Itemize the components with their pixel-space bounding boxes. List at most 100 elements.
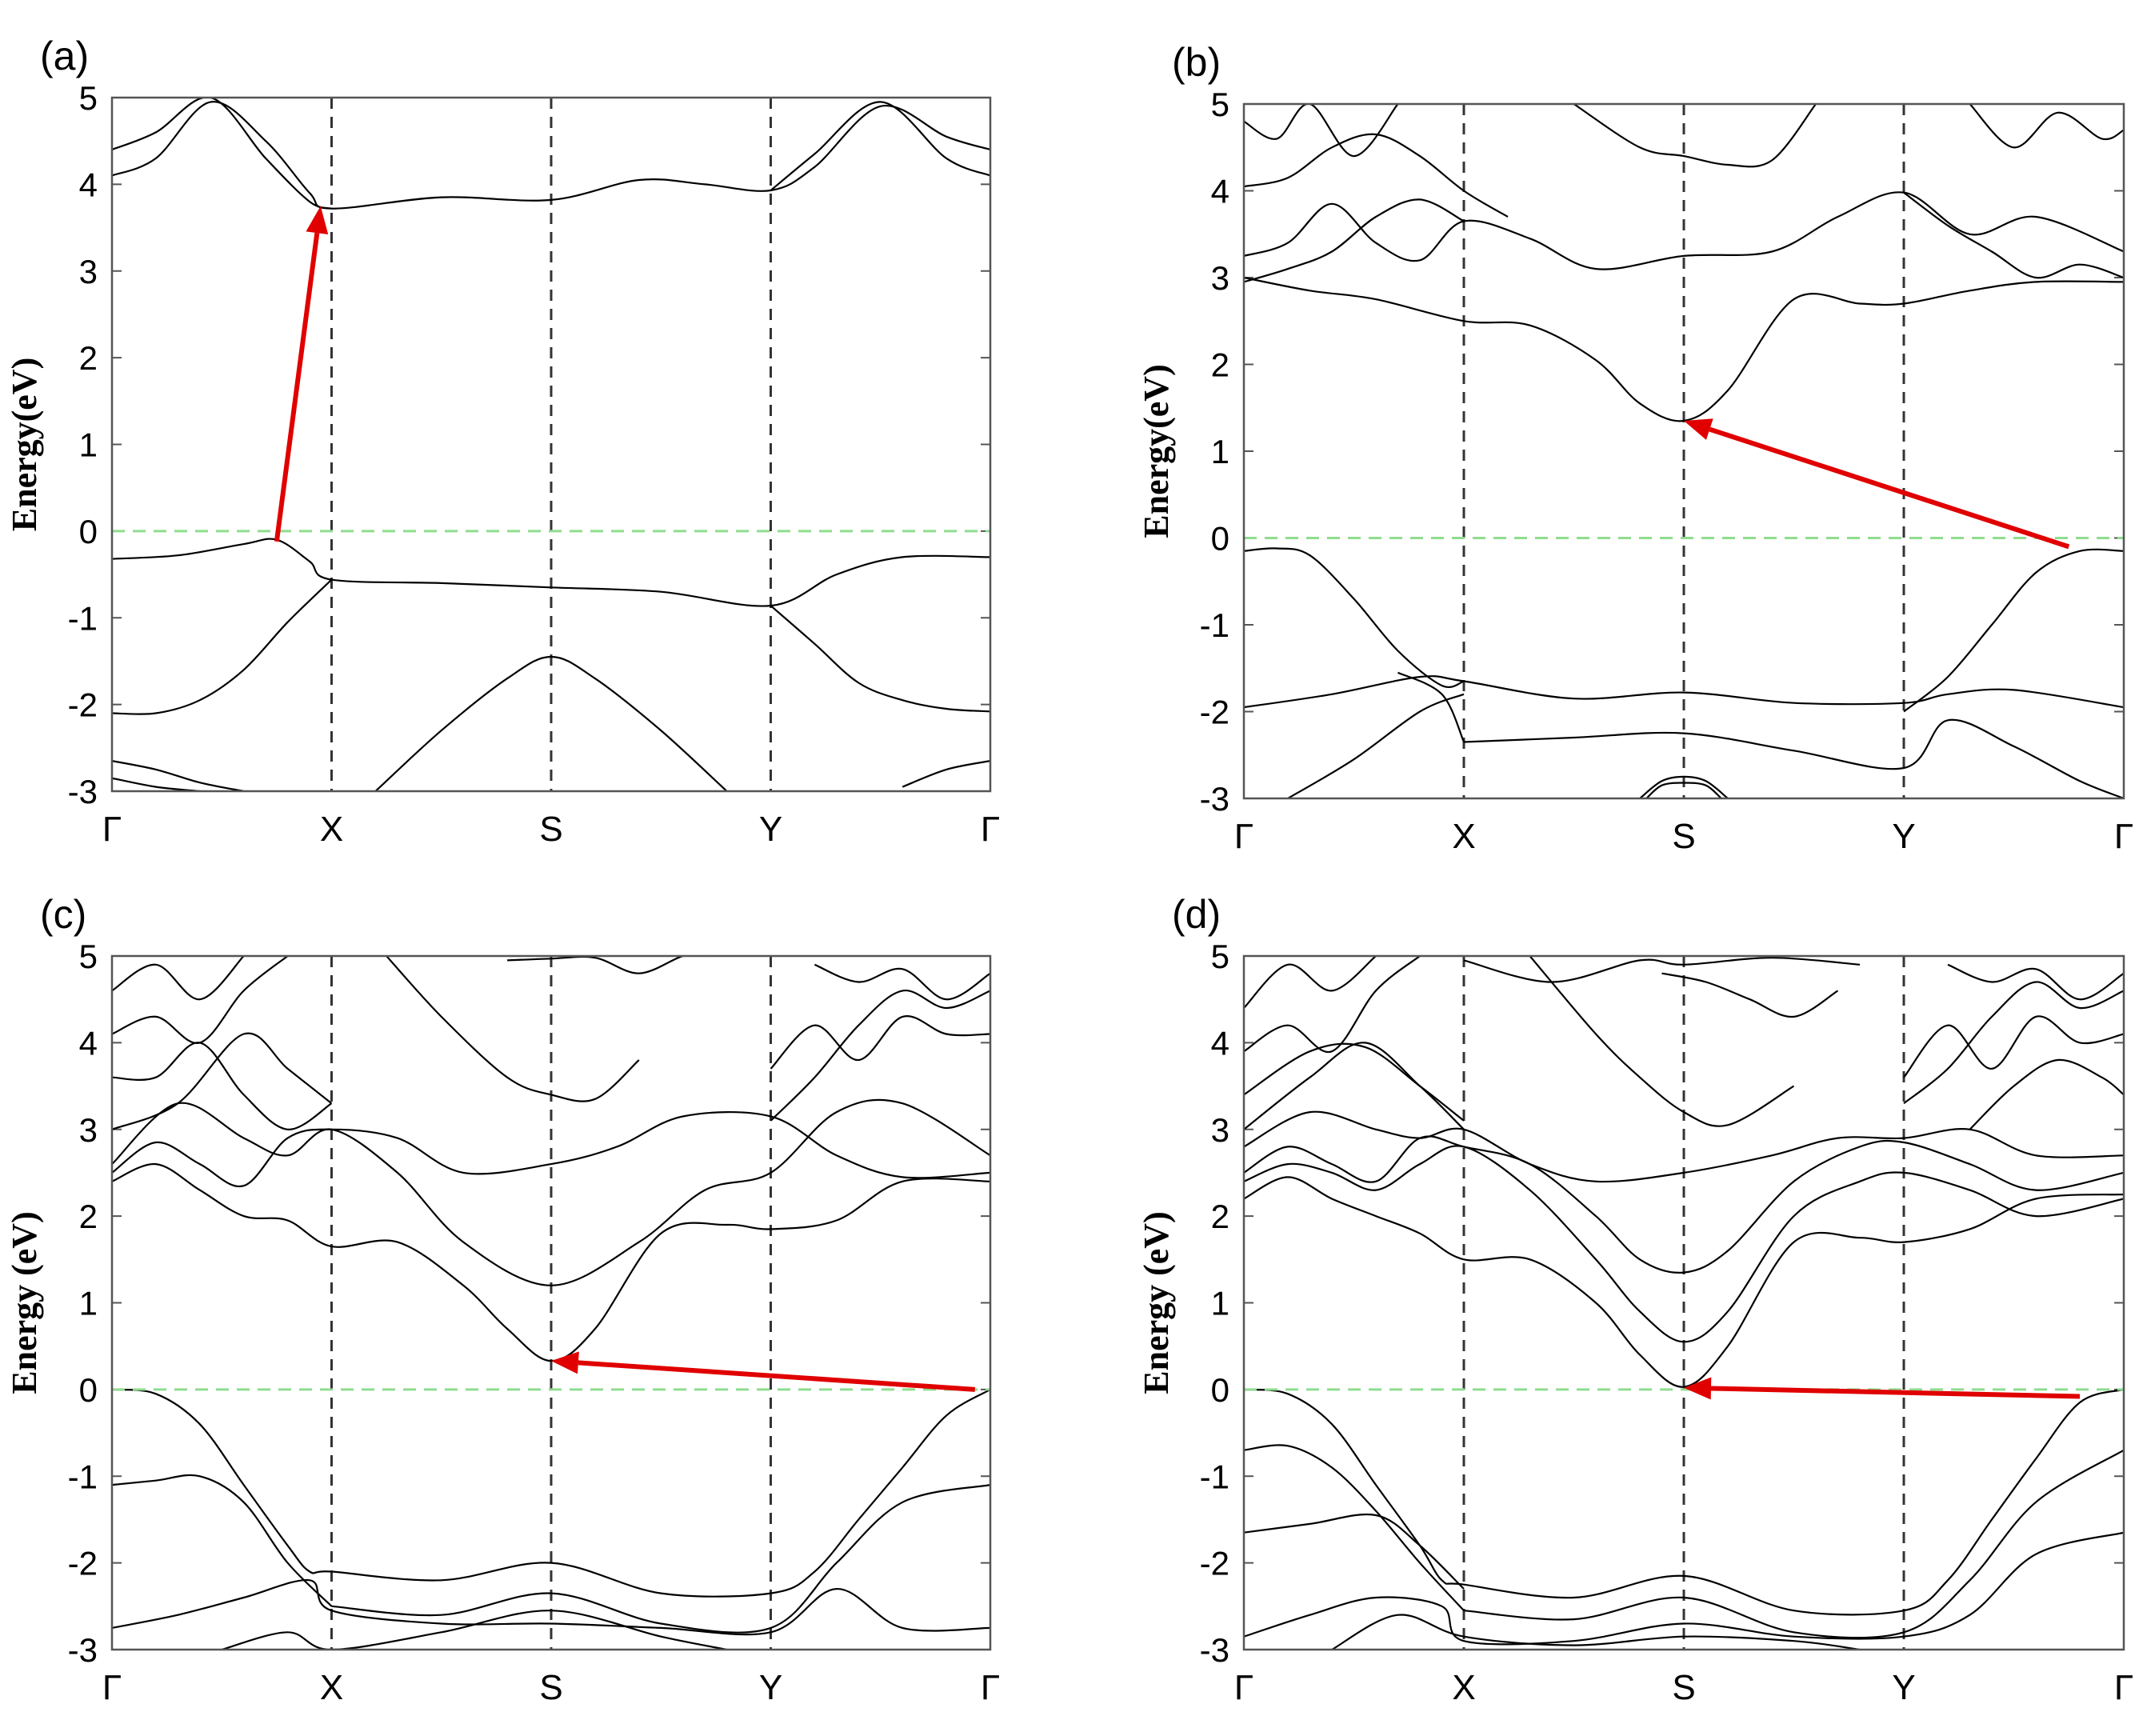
y-tick-label: -3: [68, 773, 98, 810]
k-point-label: X: [1452, 1668, 1475, 1707]
k-point-label: Y: [759, 810, 782, 849]
band-line-vb7: [902, 760, 990, 788]
y-tick-label: -1: [68, 599, 98, 637]
band-line-cb6: [1244, 1042, 1465, 1122]
y-tick-label: -1: [1200, 606, 1229, 644]
band-line-cb2: [1244, 191, 2124, 270]
k-point-label: X: [320, 810, 343, 849]
y-tick-label: 5: [1211, 86, 1229, 123]
transition-arrow-head: [551, 1351, 579, 1374]
y-tick-label: -2: [1200, 694, 1229, 731]
band-line-vb4b: [1397, 671, 1465, 742]
band-line-cb10: [1661, 972, 1839, 1018]
band-line-vb2: [112, 1474, 333, 1607]
bands: [112, 98, 990, 791]
band-line-cb4: [112, 1032, 333, 1130]
k-point-label: Y: [1892, 1668, 1915, 1707]
band-line-cb8: [386, 956, 640, 1102]
band-line-cb11: [1463, 957, 1861, 983]
band-line-vb5: [222, 1610, 727, 1650]
y-tick-label: 2: [79, 339, 98, 377]
band-line-vb1: [1244, 1388, 2124, 1616]
y-tick-label: 0: [79, 1371, 98, 1409]
y-axis-label: Energy (eV): [5, 1211, 44, 1394]
band-line-cb6: [1244, 104, 1399, 158]
band-line-cb12: [814, 963, 990, 1001]
y-tick-label: -3: [68, 1631, 98, 1669]
band-line-cb1: [1244, 1176, 2124, 1388]
panel-c: (c) Energy (eV) -3 -2 -1 0 1 2 3 4 5 Γ X S Y Γ: [5, 892, 1000, 1707]
y-axis-label: Energy(eV): [1137, 364, 1176, 538]
y-tick-label: 4: [1211, 1024, 1229, 1062]
transition-arrow: [274, 232, 320, 542]
band-line-cb3: [1244, 198, 1465, 283]
band-line-vb3: [1244, 1513, 1465, 1590]
band-line-cb7: [1244, 956, 1421, 1054]
band-line-cb13: [1903, 981, 2124, 1105]
band-line-vb6: [1331, 1614, 1861, 1650]
band-line-cb9: [507, 956, 706, 974]
band-line-cb1: [1244, 276, 2124, 422]
band-line-cb7: [1903, 191, 2124, 279]
band-line-vb3: [1463, 718, 2124, 798]
transition-arrow-head: [1684, 1377, 1712, 1400]
band-line-vb5: [112, 760, 244, 791]
y-tick-label: 5: [79, 79, 98, 117]
plot-frame: [1242, 954, 2125, 1651]
band-line-cb11: [770, 990, 990, 1122]
panel-label: (a): [40, 34, 89, 78]
plot-frame: [1242, 102, 2125, 800]
band-line-cb3: [112, 1098, 990, 1286]
band-line-vb1: [1244, 547, 1465, 689]
band-line-cb8: [1969, 104, 2124, 149]
panel-label: (d): [1172, 892, 1221, 937]
k-point-label: Γ: [1234, 1668, 1253, 1707]
band-line-cb3: [1244, 1135, 2124, 1274]
band-line-cb4: [1244, 133, 1509, 218]
band-line-vb4: [374, 655, 728, 791]
band-line-vb2: [1244, 675, 2124, 709]
transition-arrow-head: [1684, 418, 1713, 440]
k-point-label: Γ: [1234, 817, 1253, 856]
transition-arrow: [578, 1360, 975, 1392]
band-line-vb5: [1244, 1531, 2124, 1646]
band-line-vb1: [112, 1388, 990, 1598]
band-line-vb5: [1639, 775, 1729, 798]
transition-arrow-head: [306, 206, 329, 234]
y-tick-label: 4: [1211, 173, 1229, 210]
y-tick-label: 5: [79, 938, 98, 975]
band-line-cb8: [1244, 956, 1377, 1009]
y-tick-label: -3: [1200, 1631, 1229, 1669]
band-line-cb7: [112, 956, 245, 1001]
y-tick-label: 5: [1211, 938, 1229, 975]
band-line-cb6: [112, 956, 289, 1044]
band-line-vb2: [1244, 1444, 1465, 1611]
k-point-label: Γ: [981, 1668, 1000, 1707]
band-line-cb2: [112, 1110, 990, 1188]
y-tick-label: -2: [68, 1545, 98, 1582]
y-tick-label: -1: [1200, 1458, 1229, 1495]
band-line-vb1: [112, 538, 990, 607]
band-line-vb4: [1463, 1449, 2124, 1639]
plot-frame: [110, 954, 992, 1651]
band-line-vb5b: [1645, 782, 1722, 798]
k-point-label: Γ: [102, 810, 122, 849]
bands: [1244, 104, 2124, 798]
k-point-label: Y: [759, 1668, 782, 1707]
bands: [1244, 956, 2124, 1650]
panel-d: (d) Energy (eV) -3 -2 -1 0 1 2 3 4 5 Γ X S Y Γ: [1137, 892, 2133, 1707]
band-line-vb3: [331, 1484, 990, 1634]
y-axis-label: Energy (eV): [1137, 1211, 1176, 1394]
y-tick-label: 1: [1211, 1285, 1229, 1322]
y-tick-label: 0: [1211, 520, 1229, 558]
band-line-vb3: [770, 605, 990, 713]
y-tick-label: -1: [68, 1458, 98, 1495]
panel-label: (b): [1172, 40, 1221, 85]
y-tick-label: 4: [79, 1024, 98, 1062]
band-line-vb2: [112, 578, 333, 715]
y-tick-label: -3: [1200, 780, 1229, 818]
y-tick-label: 3: [1211, 1111, 1229, 1149]
band-line-cb1: [112, 101, 990, 210]
